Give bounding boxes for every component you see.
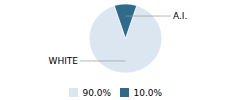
html-text:90.0%: 90.0%	[82, 87, 111, 98]
svg-text:WHITE: WHITE	[49, 56, 79, 66]
svg-text:A.I.: A.I.	[173, 11, 187, 21]
html-text:10.0%: 10.0%	[133, 87, 163, 98]
